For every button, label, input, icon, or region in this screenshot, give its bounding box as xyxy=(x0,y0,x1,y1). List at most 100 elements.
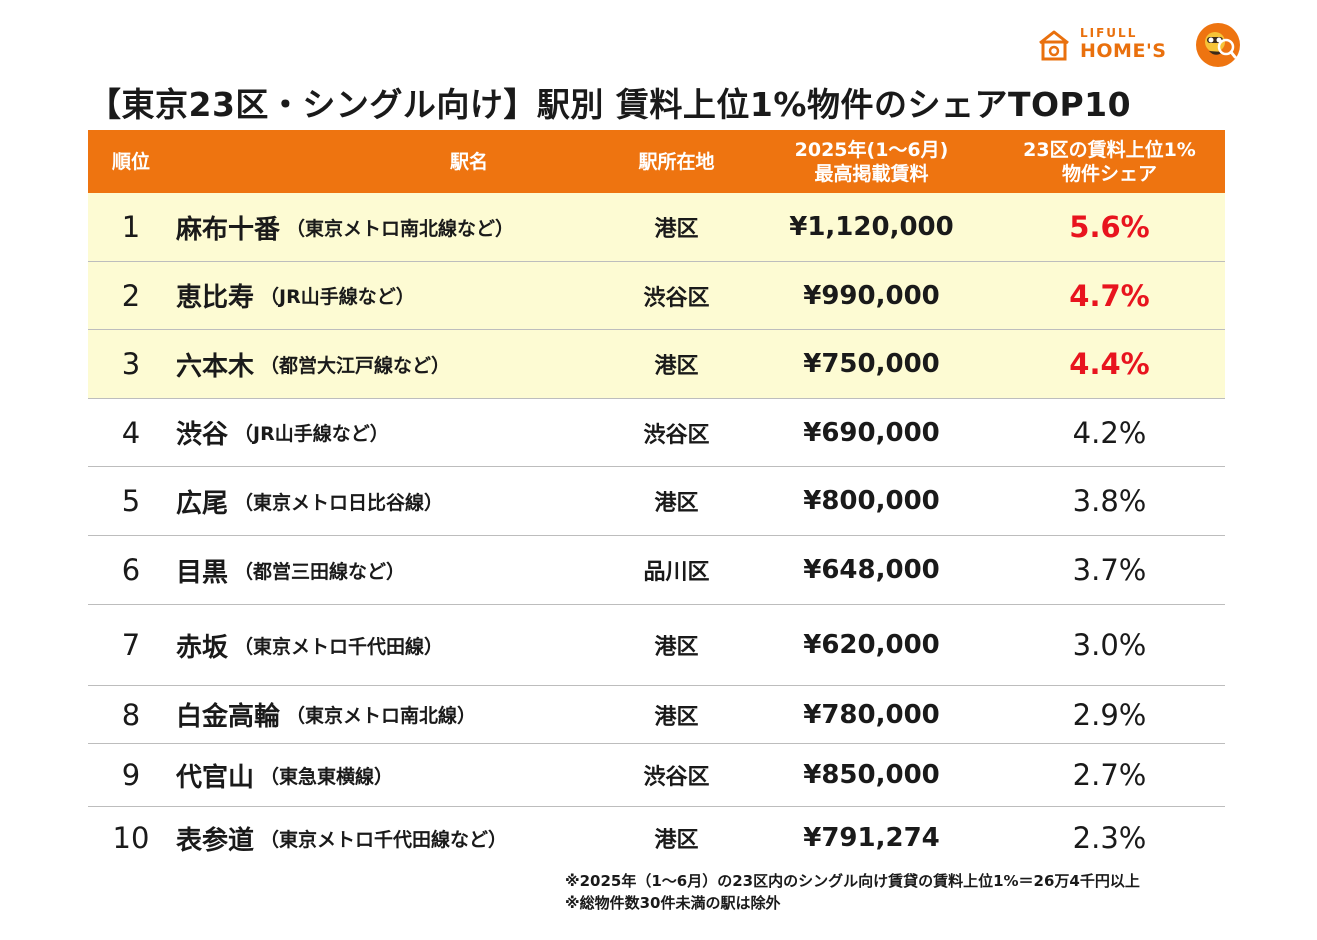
station-name: 六本木 xyxy=(176,351,255,382)
station-line: （東京メトロ千代田線など） xyxy=(260,828,508,851)
station-cell: 代官山 （東急東横線） xyxy=(174,757,604,794)
station-line: （東急東横線） xyxy=(260,765,394,788)
station-line: （JR山手線など） xyxy=(260,286,415,308)
table-row: 8 白金高輪 （東京メトロ南北線） 港区 ¥780,000 2.9% xyxy=(88,686,1225,744)
share-cell: 5.6% xyxy=(1069,210,1150,244)
station-cell: 六本木 （都営大江戸線など） xyxy=(174,346,604,383)
table-row: 6 目黒 （都営三田線など） 品川区 ¥648,000 3.7% xyxy=(88,536,1225,605)
rent-cell: ¥850,000 xyxy=(803,760,940,790)
location-cell: 渋谷区 xyxy=(643,422,710,448)
table-row: 9 代官山 （東急東横線） 渋谷区 ¥850,000 2.7% xyxy=(88,744,1225,807)
station-name: 白金高輪 xyxy=(176,702,281,732)
share-cell: 2.9% xyxy=(1072,697,1147,732)
footnotes: ※2025年（1～6月）の23区内のシングル向け賃貸の賃料上位1%＝26万4千円… xyxy=(565,870,1140,914)
station-line: （東京メトロ日比谷線） xyxy=(234,491,444,514)
header-station: 駅名 xyxy=(450,150,489,173)
rank-cell: 7 xyxy=(121,628,141,662)
station-name: 麻布十番 xyxy=(176,214,281,245)
station-cell: 赤坂 （東京メトロ千代田線） xyxy=(174,627,604,664)
station-line: （JR山手線など） xyxy=(234,423,389,445)
location-cell: 品川区 xyxy=(643,560,710,585)
house-icon xyxy=(1039,30,1069,61)
rent-cell: ¥791,274 xyxy=(803,823,940,853)
rent-cell: ¥1,120,000 xyxy=(789,212,954,242)
location-cell: 港区 xyxy=(654,354,699,379)
rank-cell: 2 xyxy=(121,278,141,313)
rank-cell: 9 xyxy=(121,758,141,792)
rank-cell: 3 xyxy=(121,347,141,381)
share-cell: 4.2% xyxy=(1072,415,1147,450)
header-share-line2: 物件シェア xyxy=(1061,162,1157,185)
header-rank: 順位 xyxy=(111,150,150,173)
station-cell: 目黒 （都営三田線など） xyxy=(174,552,604,589)
header-rent-line2: 最高掲載賃料 xyxy=(814,162,929,185)
rent-cell: ¥780,000 xyxy=(803,699,940,730)
mascot-icon xyxy=(1196,23,1240,67)
rank-cell: 1 xyxy=(121,210,141,244)
logo-line2: HOME'S xyxy=(1080,40,1167,62)
table-row: 2 恵比寿 （JR山手線など） 渋谷区 ¥990,000 4.7% xyxy=(88,262,1225,330)
lifull-homes-logo: LIFULL HOME'S xyxy=(1036,20,1241,70)
station-name: 渋谷 xyxy=(176,420,229,450)
table-body: 1 麻布十番 （東京メトロ南北線など） 港区 ¥1,120,000 5.6% 2 … xyxy=(88,193,1225,869)
station-name: 代官山 xyxy=(176,762,255,793)
share-cell: 3.7% xyxy=(1072,553,1147,587)
header-rent: 2025年(1～6月) 最高掲載賃料 xyxy=(749,130,994,193)
share-cell: 4.7% xyxy=(1069,278,1150,313)
rent-cell: ¥690,000 xyxy=(803,417,940,448)
header-share: 23区の賃料上位1% 物件シェア xyxy=(994,130,1225,193)
station-line: （都営大江戸線など） xyxy=(260,354,451,377)
table-row: 7 赤坂 （東京メトロ千代田線） 港区 ¥620,000 3.0% xyxy=(88,605,1225,686)
rank-cell: 5 xyxy=(121,484,141,518)
logo-text: LIFULL HOME'S xyxy=(1080,26,1166,62)
rank-cell: 6 xyxy=(121,553,141,587)
location-cell: 渋谷区 xyxy=(643,765,710,790)
table-row: 1 麻布十番 （東京メトロ南北線など） 港区 ¥1,120,000 5.6% xyxy=(88,193,1225,262)
share-cell: 4.4% xyxy=(1069,347,1150,381)
footnote: ※2025年（1～6月）の23区内のシングル向け賃貸の賃料上位1%＝26万4千円… xyxy=(565,872,1140,890)
station-cell: 麻布十番 （東京メトロ南北線など） xyxy=(174,209,604,246)
location-cell: 港区 xyxy=(654,635,699,660)
page-title: 【東京23区・シングル向け】駅別 賃料上位1%物件のシェアTOP10 xyxy=(88,85,1132,124)
station-name: 目黒 xyxy=(176,557,229,588)
share-cell: 2.7% xyxy=(1072,758,1147,792)
location-cell: 渋谷区 xyxy=(643,285,710,311)
rent-cell: ¥750,000 xyxy=(803,349,940,379)
station-name: 赤坂 xyxy=(176,632,229,663)
station-cell: 渋谷 （JR山手線など） xyxy=(174,414,604,451)
station-cell: 表参道 （東京メトロ千代田線など） xyxy=(174,820,604,857)
footnote: ※総物件数30件未満の駅は除外 xyxy=(565,894,781,912)
station-line: （東京メトロ南北線など） xyxy=(286,217,515,240)
header-share-line1: 23区の賃料上位1% xyxy=(1023,138,1196,161)
share-cell: 2.3% xyxy=(1072,821,1147,855)
station-line: （東京メトロ千代田線） xyxy=(234,635,444,658)
station-name: 恵比寿 xyxy=(176,283,255,313)
station-name: 広尾 xyxy=(176,488,229,519)
rent-cell: ¥990,000 xyxy=(803,280,940,311)
rent-cell: ¥648,000 xyxy=(803,555,940,585)
station-name: 表参道 xyxy=(176,825,255,856)
station-line: （都営三田線など） xyxy=(234,560,406,583)
share-cell: 3.0% xyxy=(1072,628,1147,662)
logo-line1: LIFULL xyxy=(1080,26,1138,40)
location-cell: 港区 xyxy=(654,491,699,516)
location-cell: 港区 xyxy=(654,828,699,853)
table-row: 3 六本木 （都営大江戸線など） 港区 ¥750,000 4.4% xyxy=(88,330,1225,399)
header-location: 駅所在地 xyxy=(638,150,715,173)
table-row: 4 渋谷 （JR山手線など） 渋谷区 ¥690,000 4.2% xyxy=(88,399,1225,467)
station-cell: 恵比寿 （JR山手線など） xyxy=(174,277,604,314)
ranking-table: 順位 駅名 駅所在地 2025年(1～6月) 最高掲載賃料 23区の賃料上位1%… xyxy=(88,130,1225,869)
header-rent-line1: 2025年(1～6月) xyxy=(794,138,949,161)
table-row: 10 表参道 （東京メトロ千代田線など） 港区 ¥791,274 2.3% xyxy=(88,807,1225,869)
table-row: 5 広尾 （東京メトロ日比谷線） 港区 ¥800,000 3.8% xyxy=(88,467,1225,536)
location-cell: 港区 xyxy=(654,217,699,242)
rent-cell: ¥620,000 xyxy=(803,630,940,660)
rank-cell: 4 xyxy=(121,415,141,450)
station-cell: 広尾 （東京メトロ日比谷線） xyxy=(174,483,604,520)
location-cell: 港区 xyxy=(654,704,699,730)
station-cell: 白金高輪 （東京メトロ南北線） xyxy=(174,696,604,733)
station-line: （東京メトロ南北線） xyxy=(286,705,477,727)
rank-cell: 10 xyxy=(112,821,150,855)
table-header: 順位 駅名 駅所在地 2025年(1～6月) 最高掲載賃料 23区の賃料上位1%… xyxy=(88,130,1225,193)
share-cell: 3.8% xyxy=(1072,484,1147,518)
